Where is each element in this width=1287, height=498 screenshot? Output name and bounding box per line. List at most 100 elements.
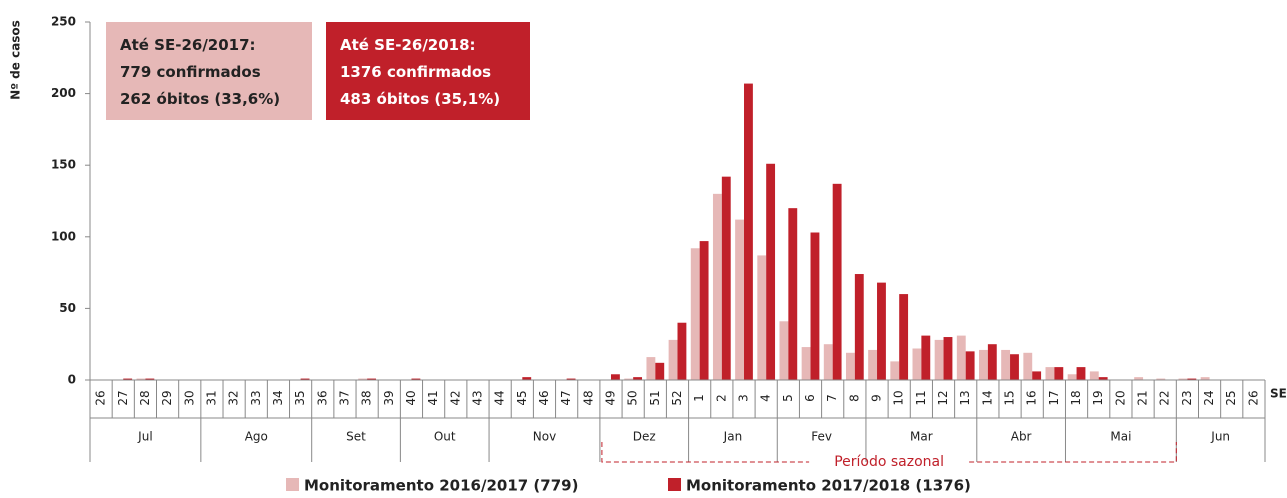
bar [1001,349,1011,380]
period-bracket [601,442,1177,463]
month-label: Mai [1110,430,1131,444]
bar [979,349,988,380]
bar [566,378,576,380]
x-tick-label: 10 [892,390,906,405]
x-tick-label: 38 [360,390,374,405]
x-tick-label: 37 [337,390,351,405]
month-label: Mar [910,430,933,444]
bar [1178,378,1188,380]
bar [367,378,376,380]
bar [646,357,656,380]
bar [956,335,966,380]
x-tick-label: 31 [204,390,218,405]
bar [845,352,855,380]
x-tick-label: 29 [160,390,174,405]
bar [766,163,776,380]
bar [1187,378,1197,380]
bar [735,219,745,380]
x-tick-label: 12 [936,390,950,405]
bar [912,348,922,380]
annotation-text: 262 óbitos (33,6%) [120,90,280,108]
bar [624,378,634,380]
bar [823,344,833,380]
x-tick-label: 39 [382,390,396,405]
bar [1010,354,1019,380]
bar [1200,377,1210,380]
bar [779,321,789,380]
bar [1134,377,1144,380]
x-tick-label: 49 [603,390,617,405]
bar [877,282,886,380]
bar [899,294,909,380]
bar [810,232,820,380]
x-axis-label: SE [1270,387,1287,401]
x-tick-label: 24 [1202,390,1216,405]
bar [890,361,900,380]
annotation-text: 1376 confirmados [340,63,491,81]
month-label: Jan [723,430,743,444]
period-label: Período sazonal [834,454,944,470]
month-label: Ago [245,430,268,444]
month-label: Jul [137,430,152,444]
x-tick-label: 6 [803,394,817,402]
month-label: Fev [811,430,832,444]
bar [744,83,753,381]
x-tick-label: 26 [94,390,108,405]
bar [677,322,687,380]
annotation-text: 779 confirmados [120,63,261,81]
x-tick-label: 8 [847,394,861,402]
bar [943,337,953,380]
bar [1156,378,1166,380]
x-tick-label: 7 [825,394,839,402]
bar [1054,367,1064,380]
x-tick-label: 47 [559,390,573,405]
month-label: Dez [633,430,656,444]
legend-label: Monitoramento 2016/2017 (779) [304,477,578,495]
x-tick-label: 36 [315,390,329,405]
x-tick-label: 14 [980,390,994,405]
x-tick-label: 28 [138,390,152,405]
x-tick-label: 32 [227,390,241,405]
month-label: Set [346,430,366,444]
bar [358,378,368,380]
y-tick-label: 250 [51,15,76,29]
x-tick-label: 35 [293,390,307,405]
x-tick-label: 48 [581,390,595,405]
x-tick-label: 27 [116,390,130,405]
month-label: Out [434,430,456,444]
x-tick-label: 2 [714,394,728,402]
y-tick-label: 0 [68,373,76,387]
x-tick-label: 22 [1158,390,1172,405]
bar [610,374,620,380]
x-tick-label: 42 [448,390,462,405]
x-tick-label: 11 [914,390,928,405]
bar [921,335,931,380]
bar [1067,374,1077,380]
bar [633,377,643,380]
x-tick-label: 1 [692,394,706,402]
bar [690,248,700,380]
annotation-box [326,22,530,120]
bar [757,255,767,380]
annotation-box [106,22,312,120]
x-tick-label: 21 [1136,390,1150,405]
x-tick-label: 19 [1091,390,1105,405]
x-tick-label: 30 [182,390,196,405]
legend-swatch [668,478,681,491]
annotation-text: 483 óbitos (35,1%) [340,90,500,108]
y-tick-label: 150 [51,158,76,172]
x-tick-label: 13 [958,390,972,405]
x-tick-label: 9 [870,394,884,402]
bar [699,241,709,380]
annotation-text: Até SE-26/2017: [120,36,256,54]
bar [300,378,310,380]
x-tick-label: 41 [426,390,440,405]
bar [1045,367,1055,380]
bar [123,378,133,380]
bar [1089,371,1099,380]
x-tick-label: 23 [1180,390,1194,405]
y-tick-label: 200 [51,86,76,100]
bar [411,378,421,380]
x-tick-label: 17 [1047,390,1061,405]
